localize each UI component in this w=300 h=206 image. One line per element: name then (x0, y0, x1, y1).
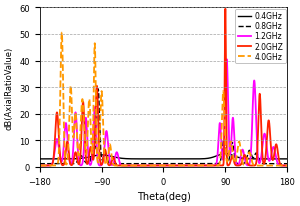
1.2GHz (38, 165, 42, 167)
0.8GHz (285, 163, 289, 165)
Line: 1.2GHz: 1.2GHz (40, 60, 287, 166)
1.2GHz (155, 165, 159, 167)
0.8GHz (219, 159, 223, 161)
Line: 0.8GHz: 0.8GHz (40, 89, 287, 164)
0.8GHz (38, 163, 42, 165)
0.4GHz (285, 158, 289, 160)
2.0GHZ (224, 8, 227, 11)
0.8GHz (226, 160, 230, 162)
1.2GHz (272, 146, 276, 149)
0.4GHz (272, 158, 276, 160)
0.4GHz (219, 153, 222, 156)
2.0GHZ (226, 164, 230, 167)
4.0GHz (275, 165, 279, 167)
Y-axis label: dB(AxialRatioValue): dB(AxialRatioValue) (5, 46, 14, 129)
0.8GHz (122, 163, 126, 165)
0.4GHz (38, 158, 42, 160)
Legend: 0.4GHz, 0.8GHz, 1.2GHz, 2.0GHZ, 4.0GHz: 0.4GHz, 0.8GHz, 1.2GHz, 2.0GHZ, 4.0GHz (236, 10, 286, 64)
4.0GHz (122, 165, 126, 167)
0.8GHz (272, 163, 276, 165)
Line: 2.0GHZ: 2.0GHZ (40, 10, 287, 166)
X-axis label: Theta(deg): Theta(deg) (136, 191, 190, 201)
4.0GHz (155, 165, 159, 167)
Line: 4.0GHz: 4.0GHz (40, 33, 287, 166)
2.0GHZ (122, 165, 126, 167)
4.0GHz (60, 32, 64, 35)
0.4GHz (224, 153, 227, 155)
2.0GHZ (272, 156, 276, 159)
4.0GHz (38, 165, 42, 167)
0.4GHz (122, 158, 126, 160)
1.2GHz (122, 164, 126, 167)
2.0GHZ (285, 165, 289, 167)
1.2GHz (275, 160, 279, 162)
1.2GHz (130, 165, 134, 167)
1.2GHz (225, 59, 229, 61)
2.0GHZ (38, 165, 42, 167)
2.0GHZ (275, 145, 279, 147)
4.0GHz (285, 165, 289, 167)
0.4GHz (155, 158, 159, 160)
1.2GHz (226, 81, 230, 84)
2.0GHZ (219, 165, 222, 167)
4.0GHz (219, 152, 223, 155)
1.2GHz (285, 165, 289, 167)
0.8GHz (155, 163, 159, 165)
1.2GHz (219, 129, 223, 131)
0.4GHz (226, 153, 230, 155)
2.0GHZ (155, 165, 159, 167)
4.0GHz (272, 165, 276, 167)
4.0GHz (226, 160, 230, 162)
0.8GHz (275, 163, 279, 165)
0.4GHz (275, 158, 279, 160)
Line: 0.4GHz: 0.4GHz (40, 154, 287, 159)
0.8GHz (96, 88, 100, 91)
